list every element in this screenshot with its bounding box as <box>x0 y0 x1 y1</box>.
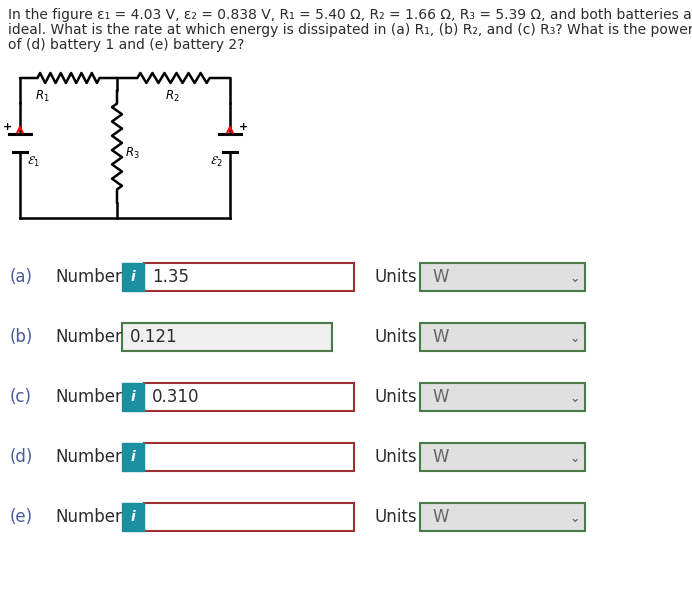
Text: ⌄: ⌄ <box>570 393 581 405</box>
Text: W: W <box>432 328 448 346</box>
Text: (e): (e) <box>10 508 33 526</box>
Text: i: i <box>131 510 136 524</box>
Text: Number: Number <box>55 448 122 466</box>
Text: (b): (b) <box>10 328 33 346</box>
Text: Units: Units <box>375 448 418 466</box>
Text: Number: Number <box>55 508 122 526</box>
Text: $R_3$: $R_3$ <box>125 145 140 160</box>
Text: ⌄: ⌄ <box>570 333 581 345</box>
Text: +: + <box>2 122 12 132</box>
FancyBboxPatch shape <box>420 263 585 291</box>
FancyBboxPatch shape <box>420 383 585 411</box>
Text: (d): (d) <box>10 448 33 466</box>
Text: W: W <box>432 388 448 406</box>
Text: ⌄: ⌄ <box>570 272 581 286</box>
Text: $\mathcal{E}_2$: $\mathcal{E}_2$ <box>210 155 223 169</box>
Text: Units: Units <box>375 388 418 406</box>
FancyBboxPatch shape <box>144 383 354 411</box>
Text: 1.35: 1.35 <box>152 268 189 286</box>
Text: (c): (c) <box>10 388 32 406</box>
Text: (a): (a) <box>10 268 33 286</box>
FancyBboxPatch shape <box>122 443 144 471</box>
FancyBboxPatch shape <box>420 503 585 531</box>
Text: In the figure ε₁ = 4.03 V, ε₂ = 0.838 V, R₁ = 5.40 Ω, R₂ = 1.66 Ω, R₃ = 5.39 Ω, : In the figure ε₁ = 4.03 V, ε₂ = 0.838 V,… <box>8 8 692 22</box>
Text: $\mathcal{E}_1$: $\mathcal{E}_1$ <box>27 155 40 169</box>
Text: W: W <box>432 448 448 466</box>
Text: i: i <box>131 390 136 404</box>
Text: Units: Units <box>375 268 418 286</box>
Text: $R_1$: $R_1$ <box>35 89 49 104</box>
FancyBboxPatch shape <box>420 323 585 351</box>
Text: i: i <box>131 450 136 464</box>
Text: Number: Number <box>55 268 122 286</box>
Text: of (d) battery 1 and (e) battery 2?: of (d) battery 1 and (e) battery 2? <box>8 38 244 52</box>
FancyBboxPatch shape <box>144 443 354 471</box>
Text: Number: Number <box>55 388 122 406</box>
Text: Units: Units <box>375 508 418 526</box>
Text: +: + <box>238 122 248 132</box>
FancyBboxPatch shape <box>144 263 354 291</box>
Text: W: W <box>432 268 448 286</box>
Text: W: W <box>432 508 448 526</box>
Text: ⌄: ⌄ <box>570 453 581 465</box>
Text: ⌄: ⌄ <box>570 512 581 526</box>
Text: i: i <box>131 270 136 284</box>
Text: ideal. What is the rate at which energy is dissipated in (a) R₁, (b) R₂, and (c): ideal. What is the rate at which energy … <box>8 23 692 37</box>
FancyBboxPatch shape <box>420 443 585 471</box>
FancyBboxPatch shape <box>122 383 144 411</box>
Text: Number: Number <box>55 328 122 346</box>
FancyBboxPatch shape <box>122 323 332 351</box>
Text: Units: Units <box>375 328 418 346</box>
Text: 0.310: 0.310 <box>152 388 199 406</box>
Text: $R_2$: $R_2$ <box>165 89 179 104</box>
Text: 0.121: 0.121 <box>130 328 178 346</box>
FancyBboxPatch shape <box>122 263 144 291</box>
FancyBboxPatch shape <box>144 503 354 531</box>
FancyBboxPatch shape <box>122 503 144 531</box>
